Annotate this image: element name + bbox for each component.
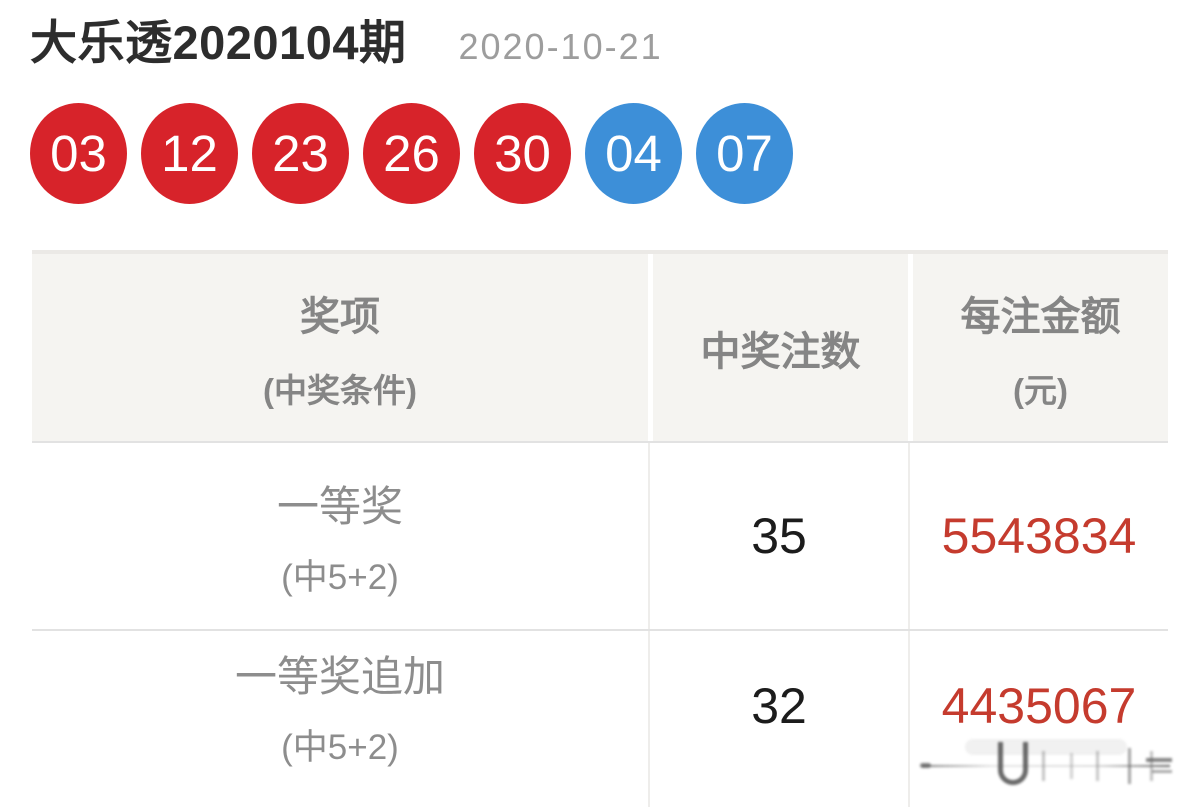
front-ball: 23 — [252, 103, 349, 204]
watermark-u-stroke — [998, 742, 1028, 785]
header-cell-count: 中奖注数 — [648, 254, 908, 441]
prize-name-cell: 一等奖追加 (中5+2) — [32, 631, 648, 807]
header-amount-unit-label: (元) — [1013, 371, 1068, 409]
winning-numbers: 03 12 23 26 30 04 07 — [30, 103, 793, 204]
watermark-tick — [1042, 751, 1045, 781]
page-header: 大乐透2020104期 2020-10-21 — [30, 4, 663, 73]
watermark-tick — [1096, 751, 1099, 781]
prize-name-cell: 一等奖 (中5+2) — [32, 443, 648, 629]
watermark-smudge — [920, 739, 1172, 791]
watermark-tick — [1070, 753, 1073, 779]
prize-condition: (中5+2) — [281, 727, 399, 767]
front-ball: 30 — [474, 103, 571, 204]
draw-date: 2020-10-21 — [458, 26, 663, 67]
table-row: 一等奖追加 (中5+2) 32 4435067 — [32, 629, 1168, 807]
table-row: 一等奖 (中5+2) 35 5543834 — [32, 441, 1168, 629]
header-amount-label: 每注金额 — [960, 294, 1121, 339]
prize-table: 奖项 (中奖条件) 中奖注数 每注金额 (元) 一等奖 (中5+2) 35 55… — [32, 250, 1168, 811]
winning-count: 32 — [648, 631, 908, 807]
winning-count: 35 — [648, 443, 908, 629]
page-title: 大乐透2020104期 — [30, 16, 407, 69]
watermark-dot — [920, 763, 931, 768]
header-prize-condition-label: (中奖条件) — [263, 371, 417, 409]
back-ball: 07 — [696, 103, 793, 204]
prize-amount: 4435067 — [908, 631, 1168, 807]
prize-table-header-row: 奖项 (中奖条件) 中奖注数 每注金额 (元) — [32, 250, 1168, 441]
watermark-tick — [1150, 751, 1153, 781]
prize-condition: (中5+2) — [281, 557, 399, 597]
header-cell-amount: 每注金额 (元) — [908, 254, 1168, 441]
prize-name: 一等奖追加 — [234, 652, 445, 700]
front-ball: 12 — [141, 103, 238, 204]
watermark-tick — [1128, 748, 1131, 784]
header-count-label: 中奖注数 — [700, 329, 861, 374]
front-ball: 26 — [363, 103, 460, 204]
header-cell-prize: 奖项 (中奖条件) — [32, 254, 648, 441]
front-ball: 03 — [30, 103, 127, 204]
watermark-dash — [1146, 758, 1172, 762]
header-prize-label: 奖项 — [300, 294, 380, 339]
watermark-line — [922, 765, 1170, 767]
back-ball: 04 — [585, 103, 682, 204]
watermark-dash — [1152, 770, 1172, 773]
watermark-haze — [965, 739, 1127, 755]
prize-amount: 5543834 — [908, 443, 1168, 629]
prize-name: 一等奖 — [276, 482, 403, 530]
